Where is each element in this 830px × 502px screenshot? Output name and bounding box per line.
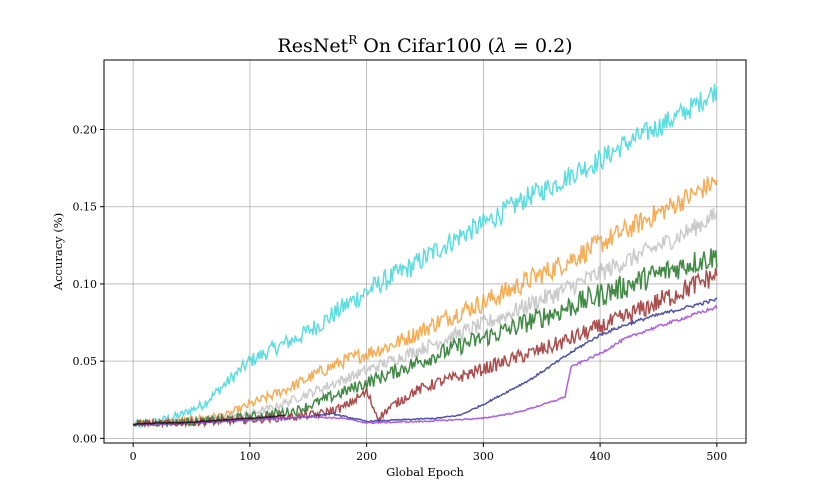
series-line-cyan	[132, 83, 718, 429]
title-lambda: λ	[494, 35, 507, 57]
y-tick-label: 0.20	[73, 123, 98, 136]
title-superscript: R	[348, 33, 358, 47]
x-tick-label: 300	[473, 450, 494, 463]
x-axis-label: Global Epoch	[386, 465, 464, 479]
x-tick-label: 200	[356, 450, 377, 463]
x-tick-label: 400	[590, 450, 611, 463]
series-line-darkred	[133, 267, 718, 429]
grid	[104, 60, 746, 443]
x-tick-label: 500	[706, 450, 727, 463]
y-tick-label: 0.00	[73, 432, 98, 445]
series-lines	[132, 83, 718, 429]
axis-ticks: 0 100 200 300 400 500 0.00 0.05 0.10 0.15 0.20	[73, 123, 728, 463]
series-line-purple	[133, 304, 718, 426]
y-tick-label: 0.15	[73, 201, 98, 214]
plot-frame	[103, 59, 747, 444]
title-rest: On Cifar100 (	[357, 35, 495, 57]
chart-title: ResNetR On Cifar100 (λ = 0.2)	[277, 33, 572, 57]
series-line-green	[133, 248, 718, 429]
y-axis-label: Accuracy (%)	[51, 213, 65, 291]
title-equals: = 0.2)	[507, 35, 573, 57]
series-line-black	[132, 414, 286, 426]
x-tick-label: 0	[130, 450, 137, 463]
y-tick-label: 0.10	[73, 278, 98, 291]
x-tick-label: 100	[239, 450, 260, 463]
y-tick-label: 0.05	[73, 355, 98, 368]
title-main: ResNet	[277, 35, 348, 57]
